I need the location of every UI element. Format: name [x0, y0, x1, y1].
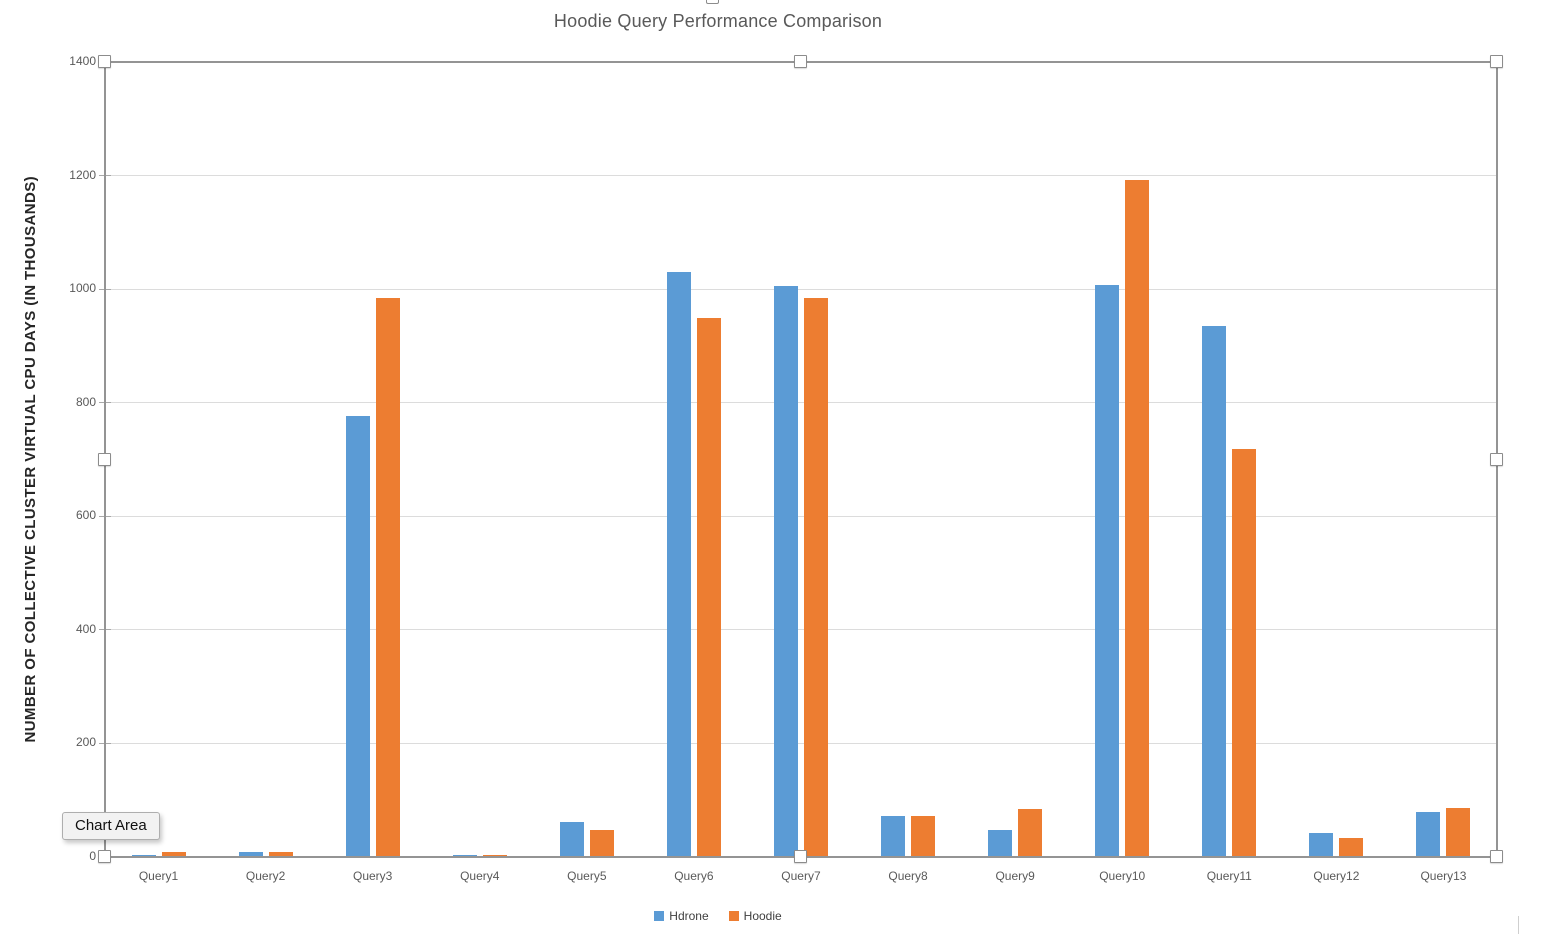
bar-hoodie-query11[interactable]	[1232, 449, 1256, 857]
x-category-label-query11[interactable]: Query11	[1206, 869, 1252, 883]
x-category-label-query3[interactable]: Query3	[352, 869, 393, 883]
y-tick-label[interactable]: 400	[75, 621, 96, 636]
x-category-label-query2[interactable]: Query2	[245, 869, 286, 883]
legend-item-hoodie[interactable]: Hoodie	[728, 909, 782, 923]
legend-label-hoodie: Hoodie	[743, 909, 782, 923]
selection-handle-top-left[interactable]	[98, 55, 111, 68]
bar-hoodie-query9[interactable]	[1018, 809, 1042, 857]
x-category-label-query6[interactable]: Query6	[674, 869, 714, 883]
y-tick-label[interactable]: 1400	[69, 54, 96, 68]
gridline	[105, 515, 1497, 517]
chart-border-fragment	[1518, 916, 1519, 934]
x-category-label-query4[interactable]: Query4	[460, 869, 500, 883]
bar-hdrone-query7[interactable]	[774, 286, 798, 857]
y-tick-label[interactable]: 800	[75, 394, 96, 409]
legend-label-hdrone: Hdrone	[669, 909, 709, 923]
chart-title[interactable]: Hoodie Query Performance Comparison	[553, 11, 883, 31]
y-tick-label[interactable]: 200	[75, 735, 96, 750]
selection-handle-bottom-center[interactable]	[794, 850, 807, 863]
y-tick-label[interactable]: 1000	[69, 281, 96, 296]
selection-handle-bottom-right[interactable]	[1490, 850, 1503, 863]
x-category-label-query5[interactable]: Query5	[567, 869, 607, 883]
gridline	[105, 742, 1497, 744]
bar-hoodie-query5[interactable]	[590, 830, 614, 857]
x-category-label-query1[interactable]: Query1	[138, 869, 179, 883]
x-category-label-query8[interactable]: Query8	[888, 869, 928, 883]
legend-item-hdrone[interactable]: Hdrone	[654, 909, 709, 923]
x-category-label-query9[interactable]: Query9	[995, 869, 1035, 883]
bar-hoodie-query10[interactable]	[1125, 180, 1149, 857]
bar-hoodie-query6[interactable]	[697, 318, 721, 857]
legend-swatch-hoodie	[728, 911, 739, 921]
legend-swatch-hdrone	[654, 911, 665, 921]
selection-handle-bottom-left[interactable]	[98, 850, 111, 863]
x-category-label-query10[interactable]: Query10	[1099, 869, 1146, 883]
bar-hdrone-query13[interactable]	[1416, 812, 1440, 857]
bar-hdrone-query8[interactable]	[881, 816, 905, 857]
bar-hoodie-query13[interactable]	[1446, 808, 1470, 857]
bar-hoodie-query3[interactable]	[376, 298, 400, 857]
y-tick-label[interactable]: 0	[89, 849, 96, 863]
bar-hdrone-query5[interactable]	[560, 822, 584, 857]
y-tick-label[interactable]: 1200	[69, 167, 96, 182]
x-category-label-query12[interactable]: Query12	[1313, 869, 1360, 883]
plot-area[interactable]	[105, 62, 1497, 857]
selection-handle-chart-top[interactable]	[706, 0, 719, 4]
gridline	[105, 629, 1497, 631]
bar-hoodie-query1[interactable]	[162, 852, 186, 857]
bar-hdrone-query9[interactable]	[988, 830, 1012, 857]
bar-hdrone-query12[interactable]	[1309, 833, 1333, 857]
x-category-label-query13[interactable]: Query13	[1420, 869, 1467, 883]
chart-area-tooltip: Chart Area	[62, 812, 160, 840]
chart-area-tooltip-text: Chart Area	[75, 817, 147, 834]
x-category-label-query7[interactable]: Query7	[781, 869, 821, 883]
gridline	[105, 402, 1497, 404]
bar-hdrone-query11[interactable]	[1202, 326, 1226, 857]
gridline	[105, 175, 1497, 177]
bar-hoodie-query7[interactable]	[804, 298, 828, 857]
bar-hoodie-query2[interactable]	[269, 852, 293, 857]
gridline	[105, 288, 1497, 290]
bar-hoodie-query8[interactable]	[911, 816, 935, 857]
y-tick-label[interactable]: 600	[75, 508, 96, 523]
selection-handle-top-center[interactable]	[794, 55, 807, 68]
bar-hdrone-query6[interactable]	[667, 272, 691, 857]
bar-hoodie-query12[interactable]	[1339, 838, 1363, 857]
legend: Hdrone Hoodie	[0, 906, 1436, 926]
selection-handle-middle-left[interactable]	[98, 452, 111, 466]
selection-handle-middle-right[interactable]	[1490, 452, 1503, 466]
selection-handle-top-right[interactable]	[1490, 55, 1503, 68]
y-axis-title-text: NUMBER OF COLLECTIVE CLUSTER VIRTUAL CPU…	[21, 176, 39, 743]
bar-hdrone-query10[interactable]	[1095, 285, 1119, 857]
bar-hdrone-query3[interactable]	[346, 416, 370, 857]
bar-hdrone-query2[interactable]	[239, 852, 263, 857]
